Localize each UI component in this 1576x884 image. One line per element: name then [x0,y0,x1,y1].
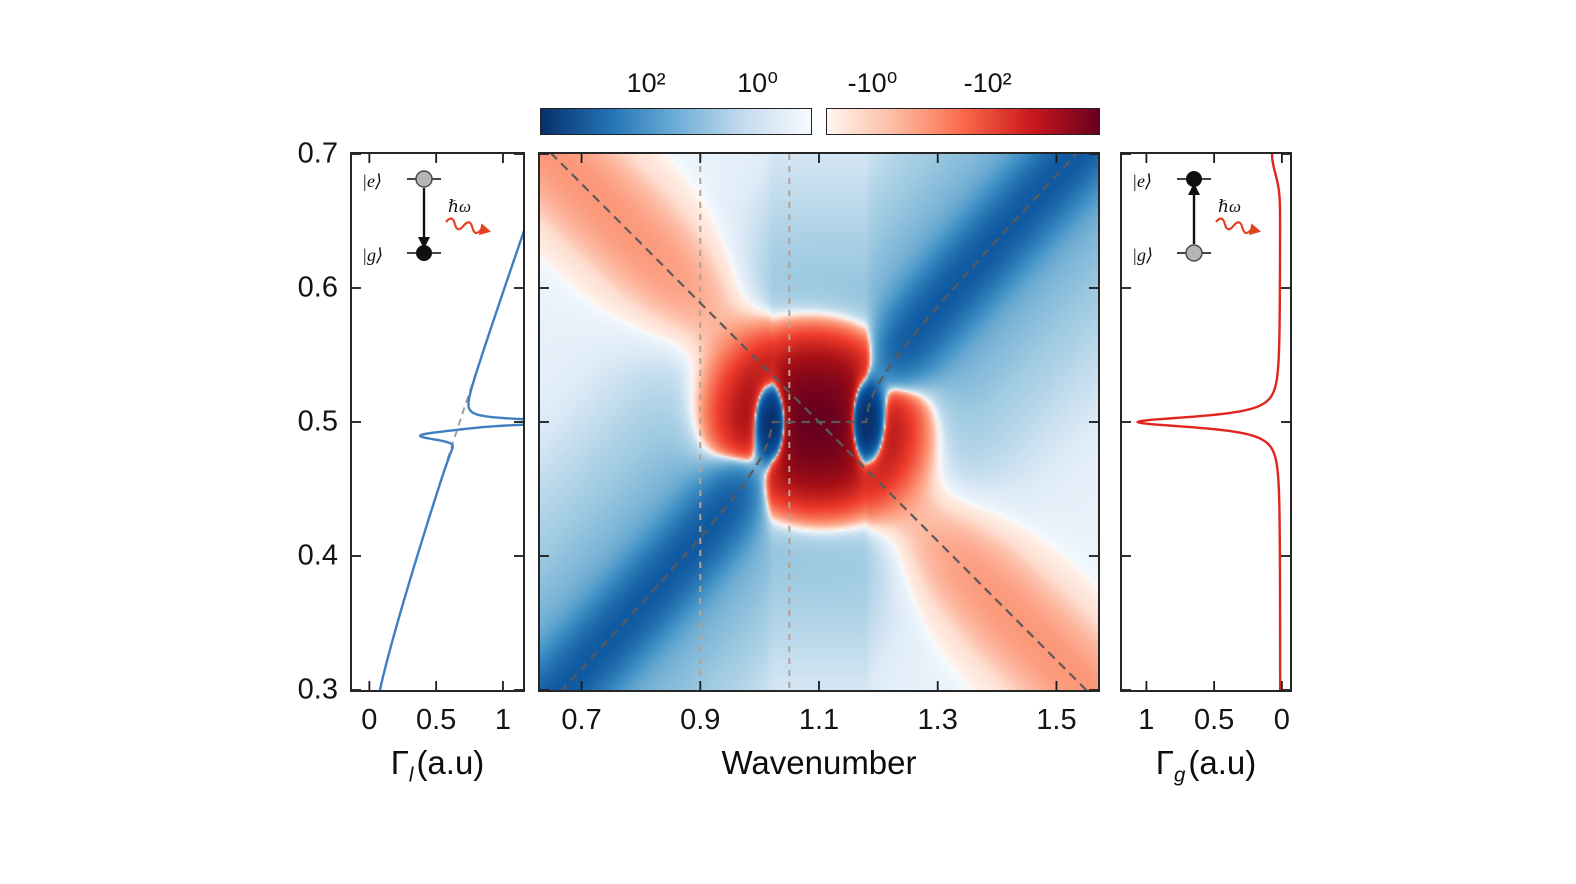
colorbar-tick-label: -10² [963,68,1012,98]
x-tick-label: 0.9 [680,704,721,736]
y-tick-label: 0.7 [297,137,338,170]
excited-ket-label: |e⟩ [362,171,382,191]
photon-energy-label: ℏω [448,197,471,216]
x-tick-label: 0.5 [1193,704,1235,736]
axis-ticks [352,154,523,690]
excited-state-dot [415,170,433,188]
x-tick-label: 1.1 [798,704,840,736]
ground-state-dot [416,245,432,261]
right-panel: |e⟩ |g⟩ ℏω [1120,152,1292,692]
excited-state-dot [1186,171,1202,187]
colorbar-tick-label: -10⁰ [847,68,898,98]
colorbar-tick-label: 10⁰ [737,68,779,98]
left-panel: |e⟩ |g⟩ ℏω [350,152,525,692]
y-tick-label: 0.4 [297,539,338,572]
heatmap-panel [538,152,1100,692]
right-plot [1122,154,1290,690]
y-tick-label: 0.3 [297,673,338,706]
gamma-l-axis-label: Γl(a.u) [390,744,485,787]
colorbar-blue [540,108,812,135]
right-inset: |e⟩ |g⟩ ℏω [1132,171,1261,265]
x-tick-label: 1 [1138,704,1155,736]
x-tick-label: 0.7 [561,704,602,736]
x-tick-label: 1 [494,704,512,736]
x-tick-label: 0 [1273,704,1290,736]
photon-energy-label: ℏω [1218,197,1241,216]
x-tick-label: 0.5 [415,704,457,736]
left-inset: |e⟩ |g⟩ ℏω [362,170,491,265]
x-tick-label: 1.5 [1036,704,1077,736]
ground-ket-label: |g⟩ [1132,245,1153,265]
photon-squiggle-icon [445,217,491,236]
Gamma_l-curve [378,230,523,690]
x-tick-label: 1.3 [917,704,958,736]
colorbar-tick-label: 10² [626,68,666,98]
x-tick-label: 0 [361,704,378,736]
excited-ket-label: |e⟩ [1132,171,1152,191]
axis-ticks [1122,154,1290,690]
ground-ket-label: |g⟩ [362,245,383,265]
ground-state-dot [1185,244,1203,262]
heatmap-overlay [540,154,1098,690]
y-tick-label: 0.5 [297,405,338,438]
colorbar-red [826,108,1100,135]
Gamma_g-curve [1135,154,1282,690]
axis-ticks [540,154,1098,690]
left-plot [352,154,523,690]
transition-arrowhead-up [1188,183,1200,195]
wavenumber-axis-label: Wavenumber [721,744,917,781]
gamma-g-axis-label: Γg(a.u) [1155,744,1257,787]
transition-arrowhead-down [418,237,430,249]
photon-squiggle-icon [1215,217,1261,236]
polariton-curve-dashed [560,154,1078,690]
y-tick-label: 0.6 [297,271,338,304]
